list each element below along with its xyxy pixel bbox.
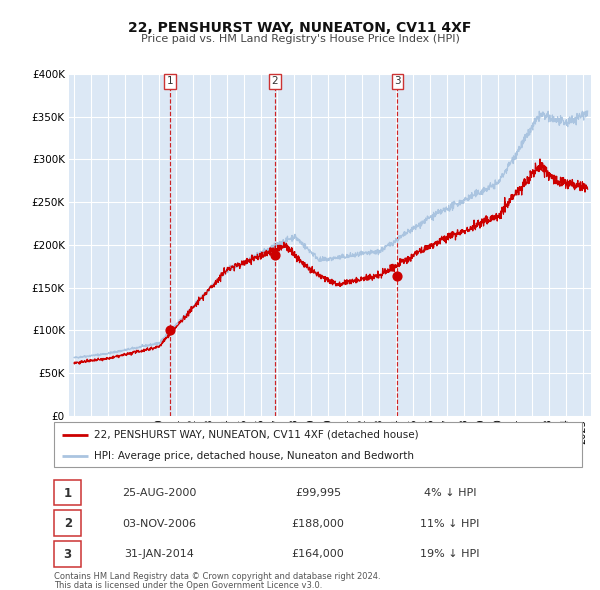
Text: £188,000: £188,000 (292, 519, 344, 529)
Point (392, 271, 402, 280)
Text: £99,995: £99,995 (295, 488, 341, 498)
Text: 19% ↓ HPI: 19% ↓ HPI (420, 549, 480, 559)
Point (270, 250, 280, 260)
Text: £164,000: £164,000 (292, 549, 344, 559)
Bar (54, 510, 82, 536)
Text: 1: 1 (64, 487, 72, 500)
Text: 2: 2 (271, 76, 278, 86)
Text: 1: 1 (167, 76, 173, 86)
Text: Contains HM Land Registry data © Crown copyright and database right 2024.: Contains HM Land Registry data © Crown c… (54, 572, 380, 581)
Text: 3: 3 (394, 76, 401, 86)
Text: 03-NOV-2006: 03-NOV-2006 (122, 519, 197, 529)
Text: 2: 2 (64, 517, 72, 530)
Bar (54, 480, 82, 506)
Text: HPI: Average price, detached house, Nuneaton and Bedworth: HPI: Average price, detached house, Nune… (94, 451, 413, 461)
Text: 4% ↓ HPI: 4% ↓ HPI (424, 488, 476, 498)
Text: 22, PENSHURST WAY, NUNEATON, CV11 4XF: 22, PENSHURST WAY, NUNEATON, CV11 4XF (128, 21, 472, 35)
Text: 25-AUG-2000: 25-AUG-2000 (122, 488, 197, 498)
Text: 11% ↓ HPI: 11% ↓ HPI (421, 519, 479, 529)
Text: Price paid vs. HM Land Registry's House Price Index (HPI): Price paid vs. HM Land Registry's House … (140, 34, 460, 44)
Text: 3: 3 (64, 548, 72, 560)
Bar (54, 541, 82, 566)
Text: 22, PENSHURST WAY, NUNEATON, CV11 4XF (detached house): 22, PENSHURST WAY, NUNEATON, CV11 4XF (d… (94, 430, 418, 440)
Text: 31-JAN-2014: 31-JAN-2014 (125, 549, 194, 559)
Point (165, 326, 175, 335)
Text: This data is licensed under the Open Government Licence v3.0.: This data is licensed under the Open Gov… (54, 581, 322, 590)
